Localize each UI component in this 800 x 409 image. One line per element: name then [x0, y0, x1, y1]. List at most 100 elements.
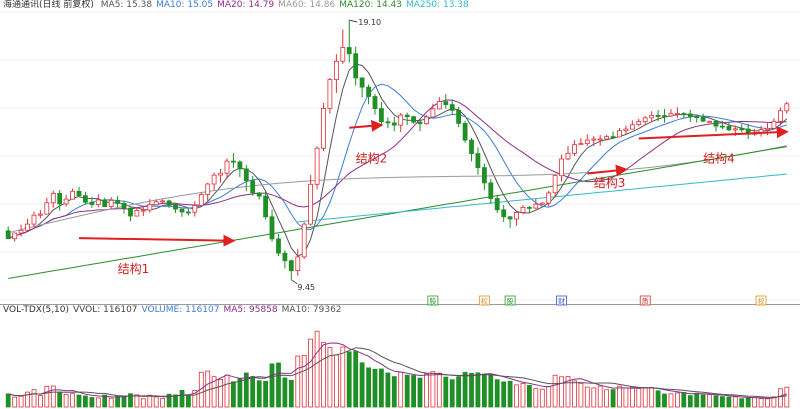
structure-arrow [78, 234, 236, 247]
volume-bar [707, 394, 712, 408]
volume-bar [572, 380, 577, 408]
candle-body [443, 101, 449, 105]
candle [359, 77, 365, 98]
volume-bar [481, 374, 487, 408]
candle [230, 153, 236, 168]
volume-bar [288, 379, 294, 408]
candle-body [121, 202, 127, 209]
candle-body [430, 108, 436, 118]
candle-body [623, 128, 629, 132]
volume-bar [469, 372, 474, 408]
volume-bar [185, 395, 191, 408]
volume-bar [501, 381, 507, 408]
candle [565, 146, 571, 161]
event-marker-label: 股 [429, 298, 436, 306]
event-marker-label: 权 [481, 297, 488, 306]
candle [494, 194, 500, 214]
candle-body [192, 205, 198, 213]
candles [5, 20, 790, 280]
candle-body [604, 136, 609, 140]
volume-bar [327, 347, 333, 408]
volume-legend-vol-tdx-5-10-: VOL-TDX(5,10) [3, 305, 70, 315]
candle [578, 138, 584, 146]
candle-body [89, 201, 95, 205]
candle [462, 120, 468, 143]
candle [198, 192, 204, 206]
candle-body [250, 180, 256, 194]
volume-bar [173, 394, 178, 408]
candle-body [784, 103, 790, 112]
candle-body [83, 195, 88, 203]
candle-body [301, 223, 307, 258]
candle [739, 124, 745, 133]
low-pointer [291, 279, 298, 285]
candle [128, 207, 133, 222]
candle [681, 112, 687, 119]
candle-body [411, 116, 417, 123]
structure-label: 结构2 [356, 151, 388, 166]
candle-body [732, 128, 738, 131]
high-marker: 19.10 [349, 18, 381, 27]
candle [469, 137, 474, 162]
candle [160, 199, 166, 204]
volume-bar [205, 370, 211, 408]
candle [694, 116, 700, 123]
volume-bar [449, 379, 455, 408]
candle-body [507, 216, 513, 220]
moving-average-lines [8, 63, 788, 279]
volume-bar [391, 376, 397, 408]
candle [713, 120, 719, 132]
candle [687, 109, 693, 123]
structure-annotation: 结构1 [78, 234, 236, 276]
candle [559, 154, 564, 182]
volume-bar [218, 379, 224, 408]
volume-bar [70, 393, 75, 408]
volume-bar [140, 398, 146, 408]
candle [378, 101, 384, 127]
legend-ma10: MA10: 15.05 [156, 0, 214, 10]
volume-bar [655, 390, 661, 408]
ma10-line [8, 83, 787, 240]
volume-bar [507, 380, 513, 408]
volume-bar [726, 396, 732, 408]
candle-body [391, 122, 397, 126]
candle [501, 204, 507, 222]
volume-bar [295, 355, 301, 408]
candle-body [662, 115, 667, 117]
candle [436, 97, 442, 110]
volume-bar [404, 374, 410, 408]
candle [398, 112, 404, 133]
candle [539, 202, 545, 206]
candle [70, 188, 75, 200]
panel-divider [0, 304, 800, 305]
candle-body [276, 238, 281, 254]
candle-body [140, 209, 146, 212]
volume-legend-volume: VOLUME: 116107 [141, 305, 220, 315]
candle [366, 84, 372, 105]
candle [179, 208, 185, 217]
candle [584, 134, 590, 147]
candle-body [147, 204, 153, 211]
low-label: 9.45 [297, 283, 315, 292]
candle-body [565, 152, 571, 160]
candle-body [636, 121, 642, 126]
candle-body [256, 192, 262, 197]
volume-bar [462, 371, 468, 408]
volume-bar [424, 373, 429, 408]
candle-body [707, 120, 712, 123]
candle-body [436, 101, 442, 110]
candle [411, 115, 417, 124]
candle-body [610, 136, 616, 139]
volume-bar [57, 391, 63, 408]
price-legend: 海通通讯(日线 前复权) MA5: 15.38 MA10: 15.05 MA20: … [3, 0, 477, 11]
candle [745, 123, 751, 140]
volume-bar [301, 354, 307, 408]
candle [321, 102, 326, 152]
candle [308, 175, 314, 226]
candle-body [700, 116, 706, 122]
volume-bar [732, 396, 738, 408]
candle-body [282, 252, 288, 262]
candle [166, 199, 172, 208]
volume-bar [630, 386, 635, 408]
candle-body [44, 202, 50, 215]
